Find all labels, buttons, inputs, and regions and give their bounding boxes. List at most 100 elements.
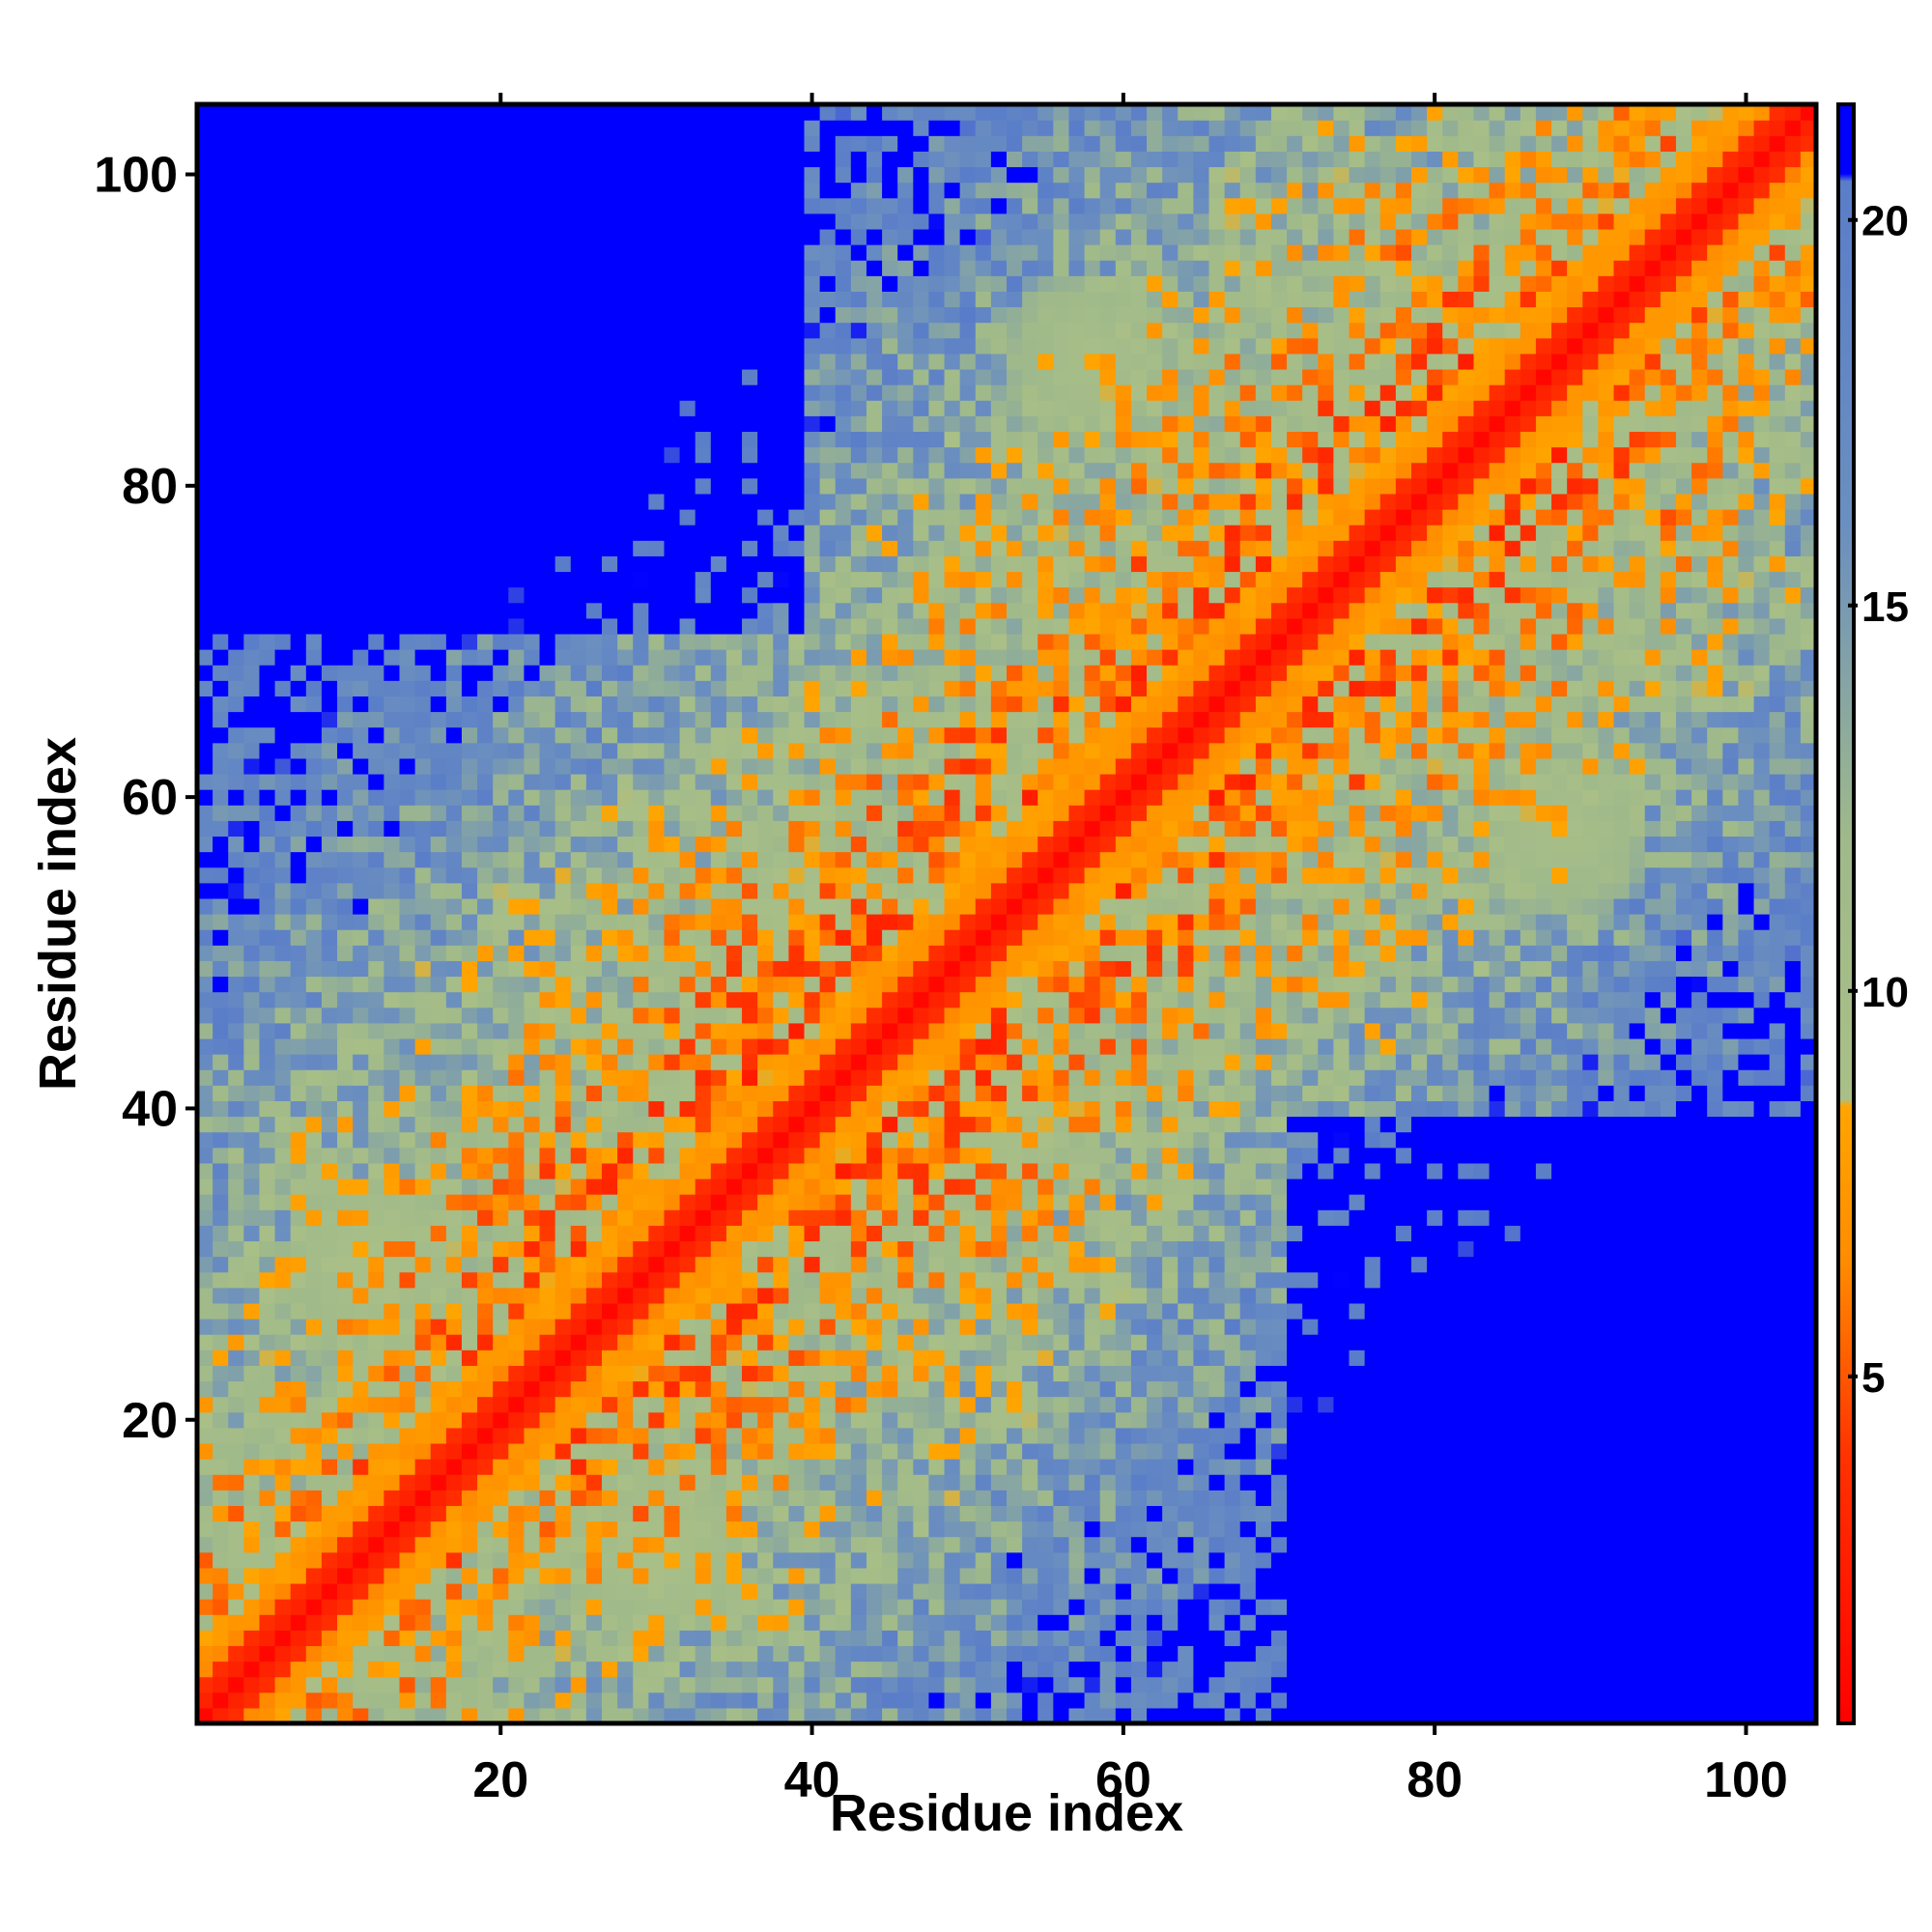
- heatmap-cell: [213, 1567, 229, 1584]
- heatmap-cell: [197, 1630, 213, 1647]
- heatmap-cell: [353, 353, 369, 370]
- heatmap-cell: [228, 1007, 244, 1024]
- heatmap-cell: [368, 1599, 384, 1615]
- heatmap-cell: [742, 1614, 758, 1631]
- heatmap-cell: [819, 1474, 837, 1491]
- heatmap-cell: [897, 446, 914, 464]
- heatmap-cell: [228, 914, 244, 930]
- heatmap-cell: [725, 1116, 743, 1133]
- heatmap-cell: [259, 462, 276, 479]
- heatmap-cell: [742, 275, 758, 292]
- heatmap-cell: [197, 1350, 213, 1366]
- heatmap-cell: [243, 571, 261, 588]
- heatmap-cell: [585, 617, 603, 635]
- heatmap-cell: [274, 1661, 292, 1678]
- heatmap-cell: [414, 602, 432, 619]
- heatmap-cell: [695, 1427, 712, 1444]
- heatmap-cell: [664, 617, 681, 635]
- heatmap-cell: [882, 244, 898, 261]
- heatmap-cell: [554, 805, 572, 821]
- heatmap-cell: [321, 882, 338, 899]
- heatmap-cell: [585, 1365, 603, 1382]
- heatmap-cell: [897, 228, 914, 245]
- heatmap-cell: [384, 897, 401, 915]
- heatmap-cell: [928, 1162, 946, 1179]
- heatmap-cell: [570, 1380, 587, 1398]
- heatmap-cell: [290, 665, 307, 681]
- heatmap-cell: [353, 1100, 369, 1118]
- heatmap-cell: [524, 867, 541, 884]
- heatmap-cell: [259, 353, 276, 370]
- heatmap-cell: [835, 1256, 852, 1273]
- heatmap-cell: [664, 665, 681, 681]
- heatmap-cell: [539, 1427, 556, 1444]
- heatmap-cell: [305, 493, 323, 510]
- heatmap-cell: [274, 929, 292, 946]
- heatmap-cell: [679, 151, 696, 168]
- heatmap-cell: [570, 1069, 587, 1086]
- heatmap-cell: [913, 1661, 930, 1678]
- heatmap-cell: [554, 462, 572, 479]
- heatmap-cell: [554, 260, 572, 276]
- heatmap-cell: [928, 586, 946, 604]
- heatmap-cell: [228, 1520, 244, 1538]
- heatmap-cell: [897, 1178, 914, 1195]
- heatmap-cell: [850, 1037, 867, 1055]
- heatmap-cell: [742, 1411, 758, 1429]
- heatmap-cell: [213, 368, 229, 385]
- heatmap-cell: [804, 633, 821, 650]
- heatmap-cell: [508, 1319, 526, 1335]
- heatmap-cell: [695, 897, 712, 915]
- heatmap-cell: [570, 757, 587, 775]
- heatmap-cell: [617, 353, 634, 370]
- heatmap-cell: [399, 135, 416, 152]
- heatmap-cell: [897, 306, 914, 324]
- heatmap-cell: [524, 665, 541, 681]
- heatmap-cell: [882, 291, 898, 308]
- heatmap-cell: [570, 773, 587, 790]
- heatmap-cell: [290, 1147, 307, 1164]
- heatmap-cell: [725, 120, 743, 136]
- heatmap-cell: [850, 929, 867, 946]
- heatmap-cell: [290, 820, 307, 838]
- heatmap-cell: [321, 104, 338, 121]
- heatmap-cell: [399, 244, 416, 261]
- heatmap-cell: [493, 1442, 509, 1460]
- heatmap-cell: [585, 260, 603, 276]
- heatmap-cell: [757, 1022, 774, 1039]
- heatmap-cell: [757, 1707, 774, 1724]
- heatmap-cell: [679, 1676, 696, 1693]
- heatmap-cell: [508, 182, 526, 199]
- heatmap-cell: [897, 462, 914, 479]
- heatmap-cell: [648, 1645, 666, 1662]
- heatmap-cell: [353, 1178, 369, 1195]
- heatmap-cell: [897, 882, 914, 899]
- heatmap-cell: [882, 680, 898, 696]
- heatmap-cell: [773, 275, 789, 292]
- heatmap-cell: [897, 711, 914, 728]
- heatmap-cell: [368, 525, 384, 541]
- heatmap-cell: [305, 1582, 323, 1600]
- heatmap-cell: [461, 228, 478, 245]
- heatmap-cell: [243, 945, 261, 961]
- heatmap-cell: [633, 1630, 649, 1647]
- heatmap-cell: [508, 757, 526, 775]
- heatmap-cell: [243, 882, 261, 899]
- heatmap-cell: [570, 742, 587, 759]
- heatmap-cell: [679, 1442, 696, 1460]
- heatmap-cell: [695, 1350, 712, 1366]
- heatmap-cell: [321, 1162, 338, 1179]
- heatmap-cell: [928, 1319, 946, 1335]
- heatmap-cell: [305, 649, 323, 666]
- heatmap-cell: [493, 633, 509, 650]
- heatmap-cell: [664, 166, 681, 184]
- heatmap-cell: [757, 897, 774, 915]
- heatmap-cell: [321, 1240, 338, 1258]
- heatmap-cell: [384, 151, 401, 168]
- heatmap-cell: [866, 540, 883, 556]
- heatmap-cell: [305, 120, 323, 136]
- heatmap-cell: [259, 1614, 276, 1631]
- heatmap-cell: [290, 851, 307, 868]
- heatmap-cell: [461, 836, 478, 853]
- heatmap-cell: [648, 260, 666, 276]
